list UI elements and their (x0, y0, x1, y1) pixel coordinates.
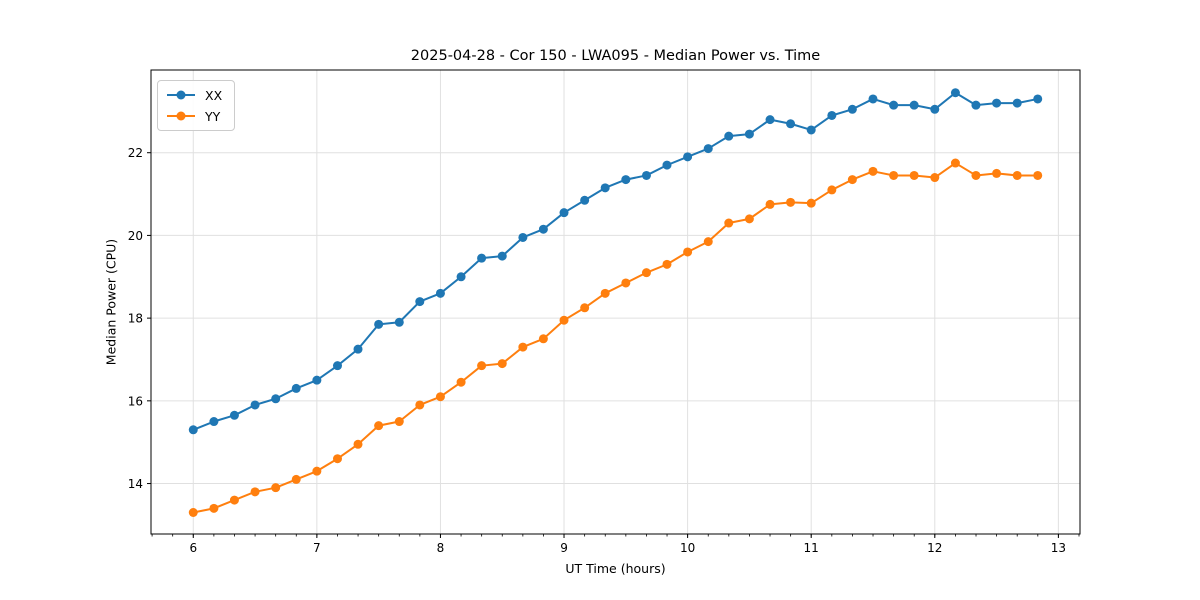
tick-labels: 6 7 8 9 10 11 12 13 14 16 18 20 22 (128, 146, 1066, 555)
series-xx (188, 88, 1043, 435)
chart-title: 2025-04-28 - Cor 150 - LWA095 - Median P… (410, 48, 821, 64)
svg-text:8: 8 (437, 541, 445, 555)
svg-text:14: 14 (128, 477, 143, 491)
legend-sample-yy-line-icon (167, 111, 195, 121)
legend-label-xx: XX (205, 87, 223, 103)
legend-entry-yy: YY (166, 107, 222, 125)
axes-spines (150, 69, 1081, 535)
svg-text:11: 11 (804, 541, 819, 555)
svg-text:7: 7 (313, 541, 321, 555)
legend: XX YY (157, 80, 236, 131)
legend-sample-xx-line-icon (167, 90, 195, 100)
svg-text:10: 10 (680, 541, 695, 555)
grid-lines (151, 70, 1080, 534)
legend-entry-xx: XX (166, 86, 222, 104)
data-series (188, 88, 1043, 517)
svg-text:22: 22 (128, 146, 143, 160)
svg-text:6: 6 (189, 541, 197, 555)
series-yy (188, 158, 1043, 517)
svg-text:9: 9 (560, 541, 568, 555)
svg-text:16: 16 (128, 394, 143, 408)
y-axis-label: Median Power (CPU) (103, 238, 119, 366)
x-axis-label: UT Time (hours) (565, 561, 666, 576)
svg-text:18: 18 (128, 312, 143, 326)
svg-text:12: 12 (927, 541, 942, 555)
svg-text:20: 20 (128, 229, 143, 243)
legend-label-yy: YY (205, 108, 221, 124)
svg-text:13: 13 (1051, 541, 1066, 555)
axis-ticks (147, 152, 1080, 538)
